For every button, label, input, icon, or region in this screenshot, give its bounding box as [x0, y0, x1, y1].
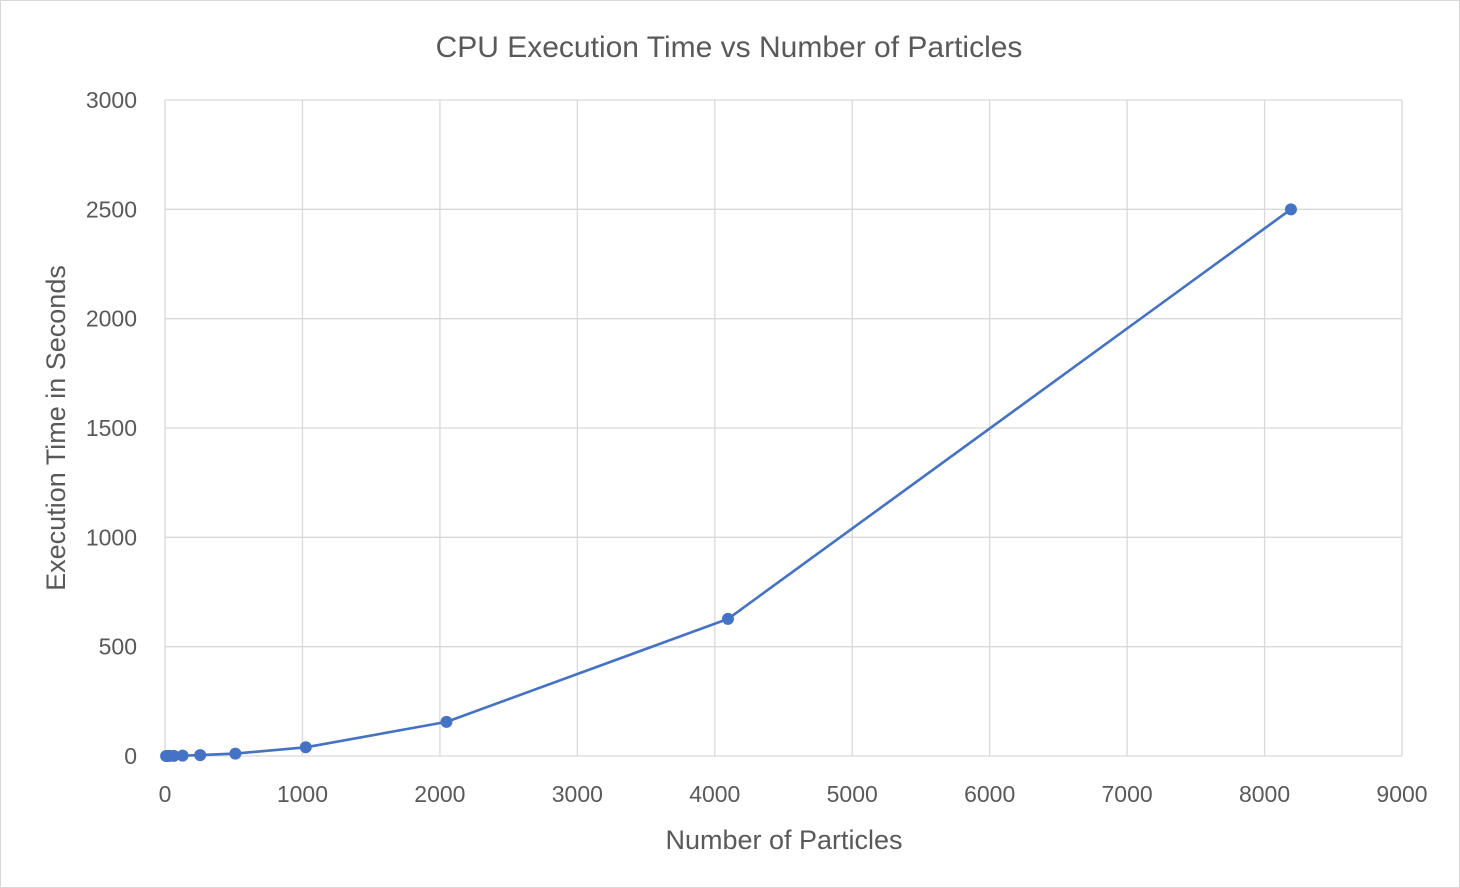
- y-tick-label: 3000: [86, 87, 137, 113]
- data-point: [229, 747, 242, 760]
- x-tick-label: 9000: [1376, 781, 1427, 807]
- data-point: [721, 612, 734, 625]
- x-axis-title: Number of Particles: [665, 825, 902, 855]
- y-tick-label: 1000: [86, 524, 137, 550]
- series-layer: [160, 203, 1297, 762]
- series-line: [164, 208, 1293, 758]
- data-point: [194, 749, 207, 762]
- x-tick-label: 0: [159, 781, 172, 807]
- x-tick-label: 8000: [1239, 781, 1290, 807]
- data-point: [1284, 203, 1297, 216]
- x-tick-label: 5000: [827, 781, 878, 807]
- y-tick-label: 0: [124, 743, 137, 769]
- data-point: [440, 715, 453, 728]
- x-tick-label: 1000: [277, 781, 328, 807]
- data-point: [167, 749, 180, 762]
- chart-title: CPU Execution Time vs Number of Particle…: [436, 31, 1023, 64]
- y-tick-label: 2000: [86, 306, 137, 332]
- data-point: [176, 749, 189, 762]
- data-point: [299, 741, 312, 754]
- y-tick-label: 2500: [86, 196, 137, 222]
- tick-label-layer: 0 1000 2000 3000 4000 5000 6000 7000 8000 9000 0 50…: [86, 87, 1428, 807]
- x-tick-label: 4000: [689, 781, 740, 807]
- y-tick-label: 500: [99, 634, 137, 660]
- y-tick-label: 1500: [86, 415, 137, 441]
- grid-layer: [164, 99, 1403, 757]
- y-axis-title: Execution Time in Seconds: [41, 265, 71, 591]
- x-tick-label: 7000: [1102, 781, 1153, 807]
- x-tick-label: 2000: [414, 781, 465, 807]
- x-tick-label: 3000: [552, 781, 603, 807]
- x-tick-label: 6000: [964, 781, 1015, 807]
